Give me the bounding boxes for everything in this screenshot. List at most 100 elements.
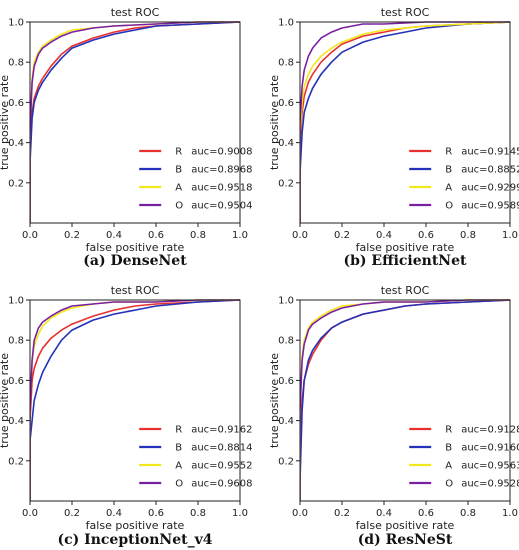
y-tick-label: 0.4 (278, 138, 294, 149)
y-axis-label: true positive rate (0, 75, 11, 170)
chart-title: test ROC (111, 6, 160, 19)
panel-caption: (b) EfficientNet (344, 253, 467, 269)
legend-name: B (445, 165, 452, 176)
roc-curve-b (300, 21, 511, 223)
roc-curve-b (300, 299, 511, 501)
legend-name: A (175, 461, 182, 472)
y-tick-label: 0.8 (8, 336, 24, 347)
legend-name: R (175, 425, 182, 436)
x-tick-label: 0.2 (334, 508, 350, 519)
legend-auc: auc=0.9518 (191, 183, 252, 194)
chart-title: test ROC (381, 284, 430, 297)
chart-title: test ROC (111, 284, 160, 297)
y-axis-label: true positive rate (0, 353, 11, 448)
y-tick-label: 1.0 (278, 18, 294, 29)
plot-frame (29, 21, 241, 224)
x-tick-label: 0.4 (376, 230, 392, 241)
legend-name: R (445, 147, 452, 158)
x-tick-label: 1.0 (232, 508, 248, 519)
roc-panel-2: test ROC 0.0 0.2 0.4 0.6 0.8 1.0 0.2 0.4 0.6 0.8 1.… (0, 284, 253, 548)
x-axis-label: false positive rate (356, 241, 455, 254)
plot-frame (299, 21, 511, 224)
legend-name: B (175, 443, 182, 454)
panel-caption: (a) DenseNet (83, 253, 187, 269)
y-axis-label: true positive rate (268, 75, 281, 170)
x-tick-label: 0.4 (106, 508, 122, 519)
legend-auc: auc=0.9528 (461, 479, 519, 490)
legend-auc: auc=0.8852 (461, 165, 519, 176)
y-tick-label: 0.4 (8, 416, 24, 427)
legend-auc: auc=0.9008 (191, 147, 252, 158)
panel-caption: (c) InceptionNet_v4 (58, 532, 213, 548)
y-tick-label: 1.0 (8, 18, 24, 29)
roc-panel-0: test ROC 0.0 0.2 0.4 0.6 0.8 1.0 0.2 0.4 0.6 0.8 1.… (0, 6, 253, 269)
roc-curve-b (30, 21, 241, 223)
x-tick-label: 0.0 (292, 230, 308, 241)
x-tick-label: 0.6 (418, 230, 434, 241)
y-tick-label: 1.0 (278, 296, 294, 307)
x-tick-label: 0.8 (190, 508, 206, 519)
roc-lines (300, 299, 511, 501)
roc-curve-a (300, 21, 511, 223)
y-axis-label: true positive rate (268, 353, 281, 448)
legend-auc: auc=0.9162 (191, 425, 252, 436)
y-tick-label: 0.8 (8, 58, 24, 69)
x-axis-label: false positive rate (356, 519, 455, 532)
y-tick-label: 0.2 (8, 178, 24, 189)
legend-auc: auc=0.9128 (461, 425, 519, 436)
x-tick-label: 1.0 (502, 508, 518, 519)
x-tick-label: 1.0 (232, 230, 248, 241)
legend-auc: auc=0.9552 (191, 461, 252, 472)
y-tick-label: 0.6 (8, 98, 24, 109)
roc-lines (30, 299, 241, 501)
y-tick-label: 0.8 (278, 336, 294, 347)
legend-auc: auc=0.9589 (461, 201, 519, 212)
roc-curve-o (300, 299, 510, 501)
x-tick-label: 0.2 (334, 230, 350, 241)
roc-curve-r (30, 299, 241, 501)
y-tick-label: 0.8 (278, 58, 294, 69)
x-tick-label: 0.2 (64, 230, 80, 241)
y-tick-label: 0.4 (8, 138, 24, 149)
y-tick-label: 0.6 (278, 376, 294, 387)
y-tick-label: 0.2 (278, 178, 294, 189)
x-tick-label: 0.4 (106, 230, 122, 241)
x-tick-label: 0.6 (148, 230, 164, 241)
y-tick-label: 0.6 (8, 376, 24, 387)
x-tick-label: 0.4 (376, 508, 392, 519)
plot-frame (29, 299, 241, 502)
roc-panel-3: test ROC 0.0 0.2 0.4 0.6 0.8 1.0 0.2 0.4 0.6 0.8 1.… (268, 284, 519, 548)
legend-name: O (175, 479, 183, 490)
x-tick-label: 1.0 (502, 230, 518, 241)
legend-auc: auc=0.9608 (191, 479, 252, 490)
legend-auc: auc=0.8968 (191, 165, 252, 176)
chart-title: test ROC (381, 6, 430, 19)
x-tick-label: 0.0 (292, 508, 308, 519)
roc-curve-b (30, 299, 241, 501)
x-tick-label: 0.0 (22, 230, 38, 241)
legend-name: R (445, 425, 452, 436)
legend-name: A (445, 183, 452, 194)
x-tick-label: 0.2 (64, 508, 80, 519)
x-tick-label: 0.8 (460, 508, 476, 519)
legend-name: O (445, 479, 453, 490)
roc-curve-o (30, 21, 240, 223)
y-tick-label: 0.2 (8, 456, 24, 467)
legend-name: B (175, 165, 182, 176)
legend-name: O (175, 201, 183, 212)
legend-auc: auc=0.9563 (461, 461, 519, 472)
legend-auc: auc=0.9504 (191, 201, 252, 212)
legend-name: A (445, 461, 452, 472)
legend-auc: auc=0.9145 (461, 147, 519, 158)
y-tick-label: 0.6 (278, 98, 294, 109)
x-tick-label: 0.0 (22, 508, 38, 519)
legend-name: B (445, 443, 452, 454)
x-tick-label: 0.6 (418, 508, 434, 519)
legend-name: A (175, 183, 182, 194)
y-tick-label: 1.0 (8, 296, 24, 307)
x-axis-label: false positive rate (86, 519, 185, 532)
